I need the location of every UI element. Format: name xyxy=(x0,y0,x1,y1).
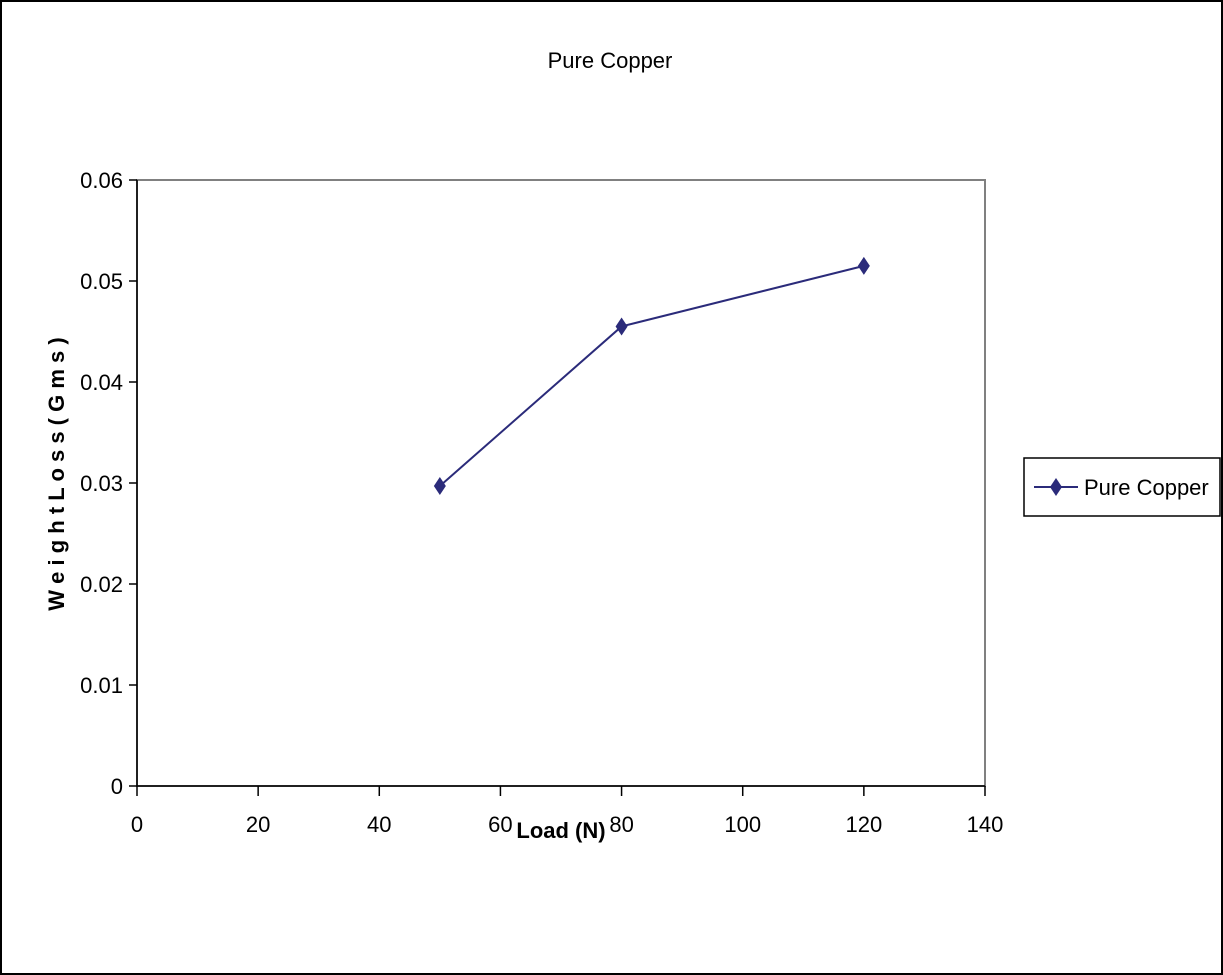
y-tick-label: 0 xyxy=(111,774,123,799)
legend: Pure Copper xyxy=(1023,457,1221,517)
data-point-diamond xyxy=(857,256,870,275)
x-tick-label: 20 xyxy=(246,812,270,837)
x-axis-ticks: 0 20 40 60 80 100 120 140 xyxy=(131,786,1003,837)
data-point-diamond xyxy=(433,477,446,496)
y-tick-label: 0.01 xyxy=(80,673,123,698)
y-tick-label: 0.04 xyxy=(80,370,123,395)
x-tick-label: 40 xyxy=(367,812,391,837)
y-axis-ticks: 0 0.01 0.02 0.03 0.04 0.05 0.06 xyxy=(80,168,137,799)
x-tick-label: 80 xyxy=(609,812,633,837)
data-point-diamond xyxy=(615,317,628,336)
x-axis-label: Load (N) xyxy=(516,818,605,843)
y-tick-label: 0.05 xyxy=(80,269,123,294)
x-tick-label: 0 xyxy=(131,812,143,837)
chart-title: Pure Copper xyxy=(548,48,673,73)
x-tick-label: 140 xyxy=(967,812,1004,837)
legend-marker-diamond-icon xyxy=(1050,478,1062,496)
y-tick-label: 0.02 xyxy=(80,572,123,597)
x-tick-label: 60 xyxy=(488,812,512,837)
y-tick-label: 0.03 xyxy=(80,471,123,496)
x-tick-label: 100 xyxy=(724,812,761,837)
legend-label: Pure Copper xyxy=(1084,475,1209,500)
y-tick-label: 0.06 xyxy=(80,168,123,193)
plot-area xyxy=(136,179,986,787)
x-tick-label: 120 xyxy=(845,812,882,837)
y-axis-label: W e i g h t L o s s ( G m s ) xyxy=(44,337,69,610)
series-layer xyxy=(433,256,870,496)
